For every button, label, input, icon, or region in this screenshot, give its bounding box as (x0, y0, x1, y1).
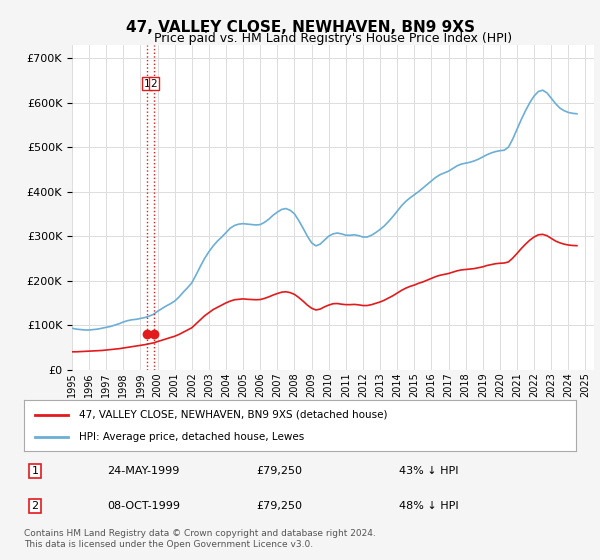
Text: 1: 1 (32, 466, 38, 476)
Text: 08-OCT-1999: 08-OCT-1999 (107, 501, 180, 511)
Text: 47, VALLEY CLOSE, NEWHAVEN, BN9 9XS (detached house): 47, VALLEY CLOSE, NEWHAVEN, BN9 9XS (det… (79, 409, 388, 419)
Text: 2: 2 (151, 79, 157, 89)
Text: 2: 2 (31, 501, 38, 511)
Text: 47, VALLEY CLOSE, NEWHAVEN, BN9 9XS: 47, VALLEY CLOSE, NEWHAVEN, BN9 9XS (125, 20, 475, 35)
Text: HPI: Average price, detached house, Lewes: HPI: Average price, detached house, Lewe… (79, 432, 304, 442)
Text: £79,250: £79,250 (256, 466, 302, 476)
Title: Price paid vs. HM Land Registry's House Price Index (HPI): Price paid vs. HM Land Registry's House … (154, 32, 512, 45)
Text: 48% ↓ HPI: 48% ↓ HPI (400, 501, 459, 511)
Text: 43% ↓ HPI: 43% ↓ HPI (400, 466, 459, 476)
Text: 1: 1 (143, 79, 150, 89)
Text: 24-MAY-1999: 24-MAY-1999 (107, 466, 179, 476)
Text: £79,250: £79,250 (256, 501, 302, 511)
Text: Contains HM Land Registry data © Crown copyright and database right 2024.
This d: Contains HM Land Registry data © Crown c… (24, 529, 376, 549)
